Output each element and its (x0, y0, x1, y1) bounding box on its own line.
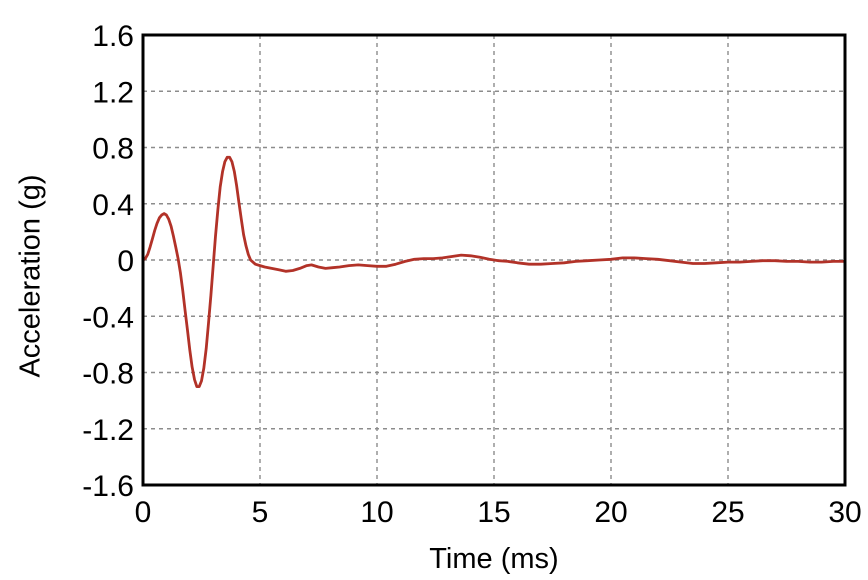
x-tick-label: 10 (360, 496, 393, 529)
x-tick-label: 15 (477, 496, 510, 529)
y-tick-label: 0 (117, 245, 134, 278)
y-tick-label: 1.6 (92, 20, 134, 53)
plot-frame (141, 33, 847, 487)
series-line (141, 155, 847, 388)
y-tick-label: -1.6 (82, 470, 134, 503)
x-axis-title: Time (ms) (429, 543, 559, 575)
y-tick-label: -0.4 (82, 301, 134, 334)
y-tick-label: -0.8 (82, 358, 134, 391)
y-tick-label: -1.2 (82, 414, 134, 447)
x-tick-label: 25 (711, 496, 744, 529)
y-tick-label: 0.4 (92, 189, 134, 222)
y-tick-label: 1.2 (92, 76, 134, 109)
x-tick-label: 0 (135, 496, 152, 529)
x-tick-label: 20 (594, 496, 627, 529)
y-tick-label: 0.8 (92, 133, 134, 166)
x-tick-label: 5 (252, 496, 269, 529)
y-axis-title: Acceleration (g) (14, 174, 47, 378)
x-tick-label: 30 (828, 496, 861, 529)
